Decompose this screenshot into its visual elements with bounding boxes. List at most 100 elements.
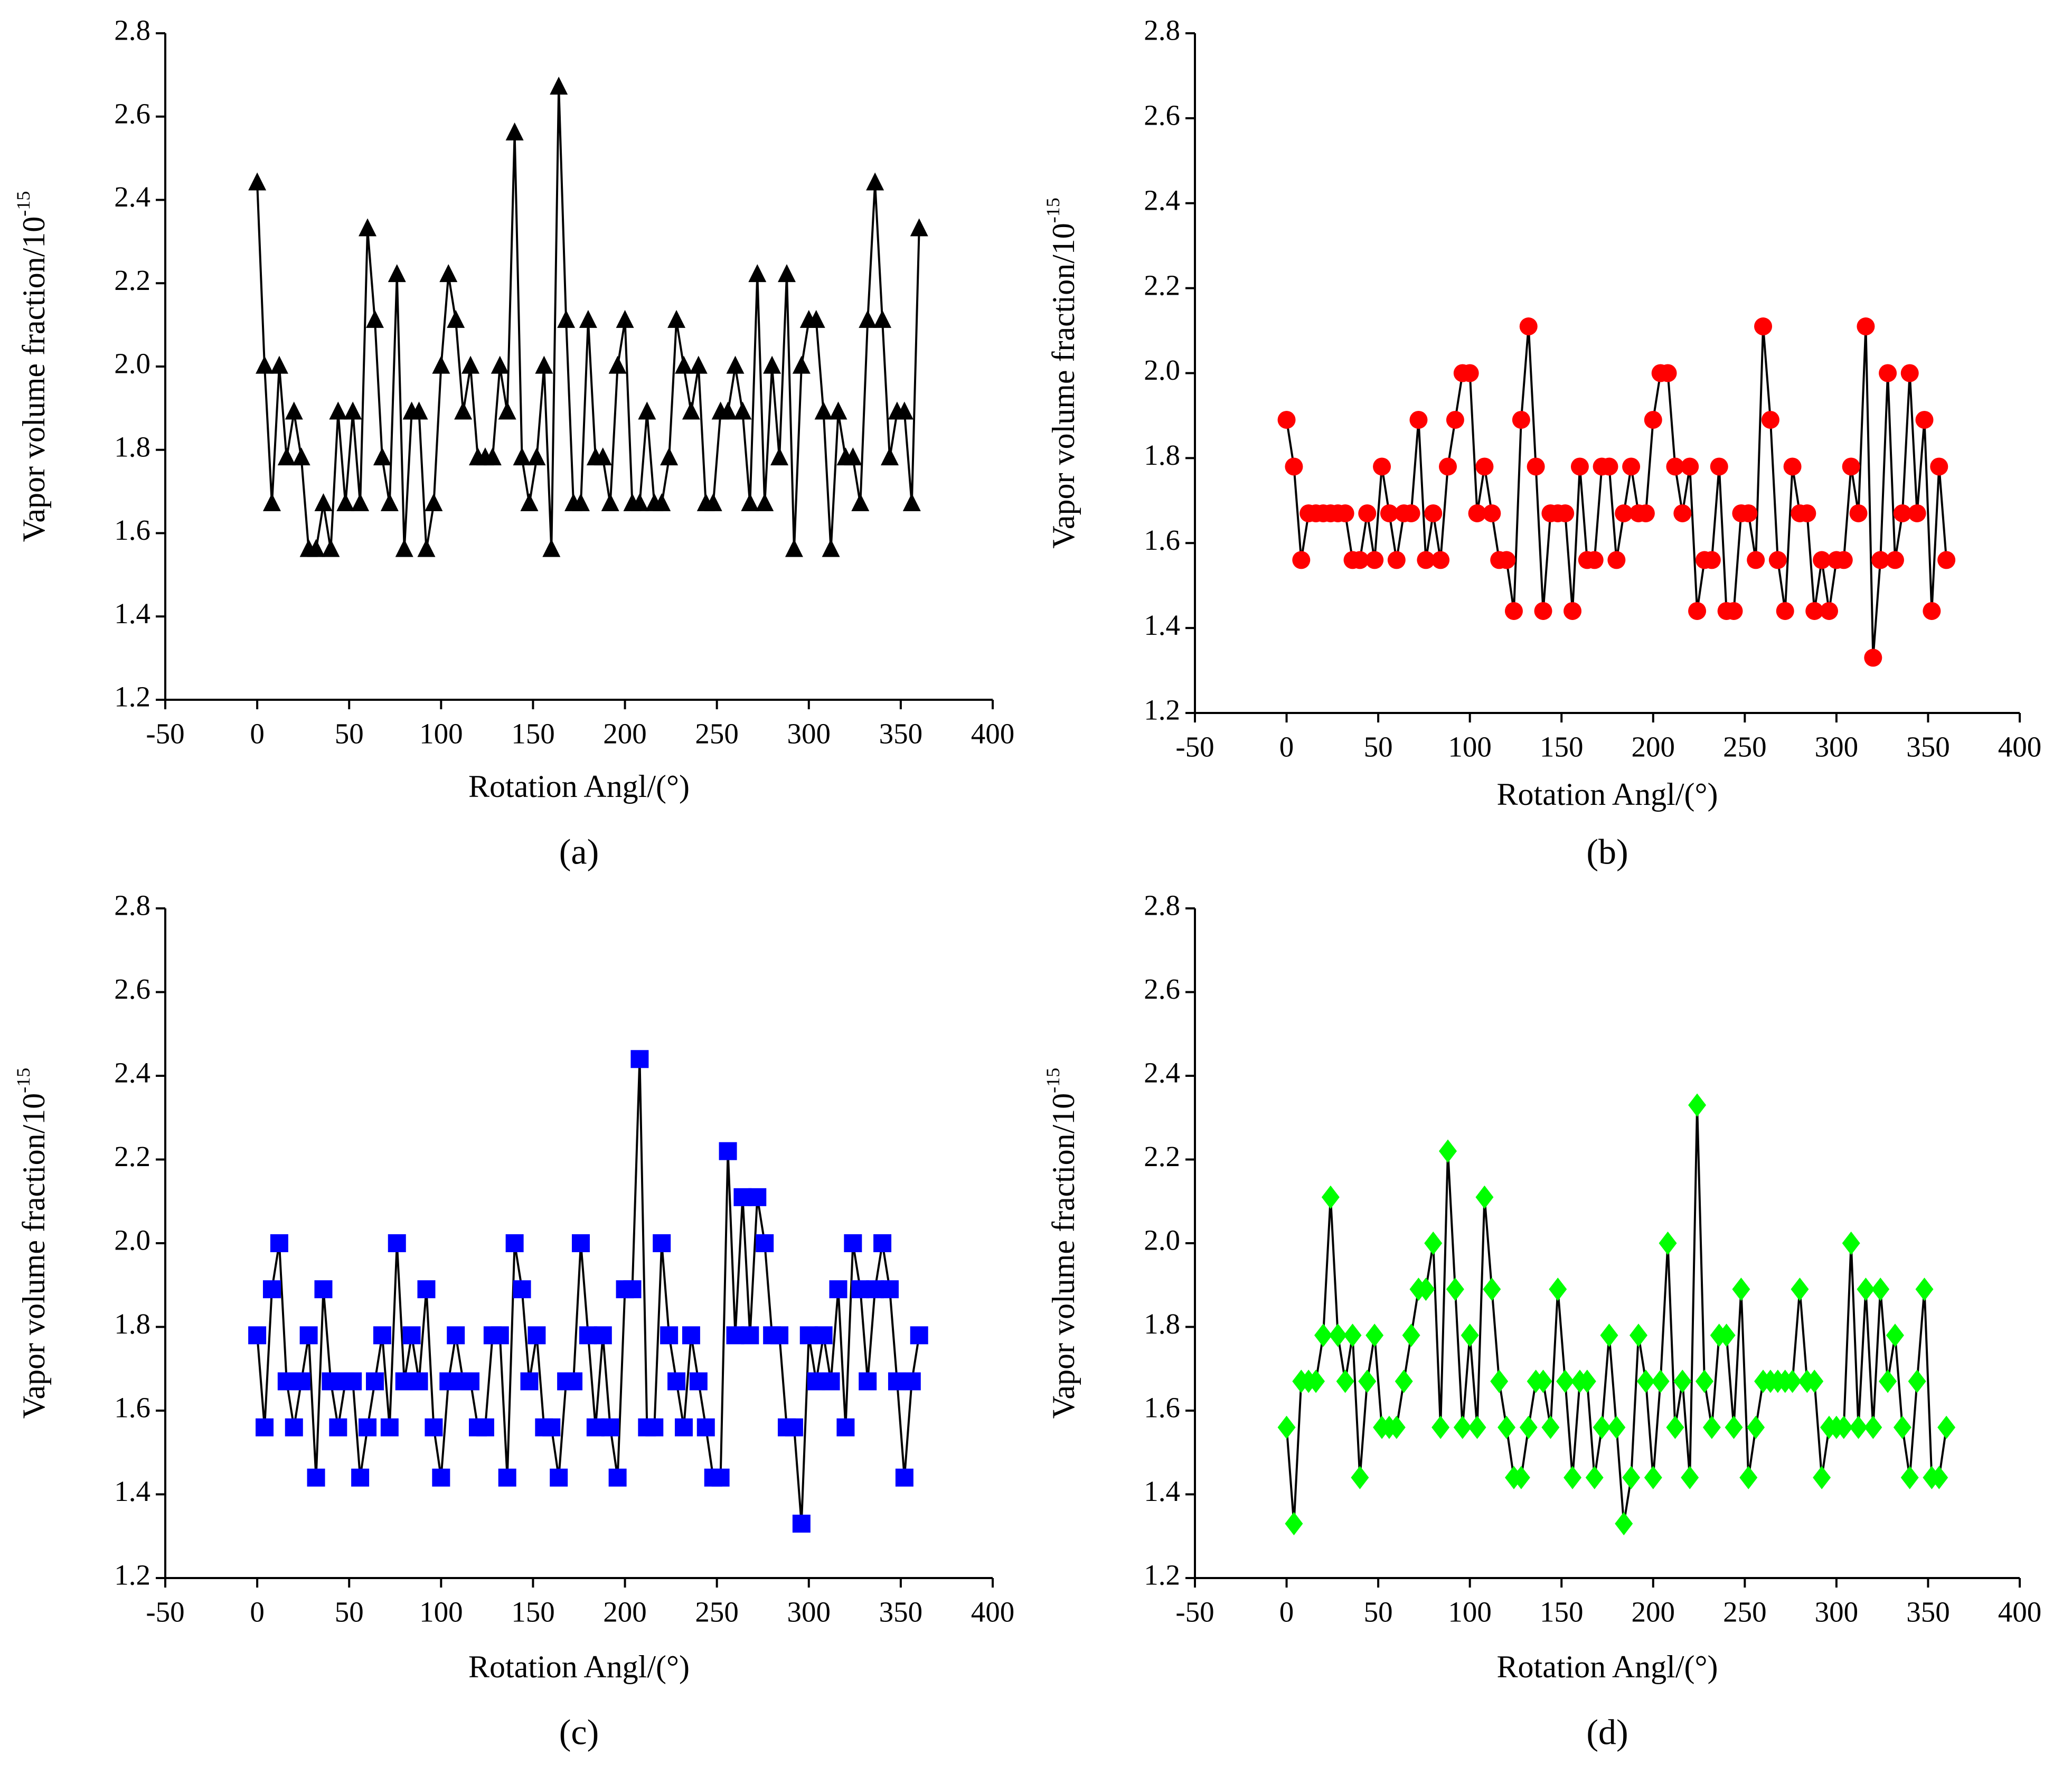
marker — [270, 1234, 288, 1252]
x-tick-label: -50 — [1175, 1596, 1214, 1628]
marker — [770, 1326, 789, 1345]
marker — [256, 1418, 274, 1437]
marker — [623, 1280, 642, 1299]
marker — [1365, 1323, 1384, 1347]
y-tick-label: 1.8 — [114, 1308, 150, 1340]
marker — [696, 1418, 715, 1437]
marker — [1321, 1185, 1340, 1209]
marker — [630, 1050, 649, 1068]
marker — [1930, 1466, 1948, 1489]
marker — [535, 355, 553, 374]
x-tick-label: 400 — [971, 718, 1015, 750]
marker — [1365, 551, 1384, 569]
marker — [1710, 457, 1728, 476]
marker — [248, 172, 267, 191]
marker — [733, 401, 752, 420]
marker — [1893, 1415, 1911, 1439]
marker — [1702, 551, 1721, 569]
panel: 1.2 1.4 1.6 1.8 2.0 2.2 2.4 2.6 2.8 -50 0 50 100 150 2… — [13, 889, 1014, 1752]
marker — [1446, 1278, 1464, 1301]
x-tick-label: 250 — [695, 718, 739, 750]
marker — [1468, 1415, 1486, 1439]
marker — [1673, 1369, 1692, 1393]
marker — [1937, 1415, 1956, 1439]
marker — [1622, 1466, 1641, 1489]
marker — [851, 493, 870, 511]
marker — [1358, 504, 1377, 522]
marker — [1630, 1323, 1648, 1347]
marker — [417, 539, 436, 557]
marker — [270, 355, 288, 374]
marker — [388, 264, 406, 283]
marker — [1556, 1369, 1575, 1393]
marker — [814, 401, 833, 420]
y-tick-label: 1.4 — [114, 1475, 150, 1507]
marker — [763, 355, 781, 374]
x-axis-label: Rotation Angl/(°) — [1497, 777, 1718, 812]
x-tick-label: 100 — [1448, 731, 1492, 763]
x-tick-label: 150 — [1540, 1596, 1584, 1628]
y-axis-label-text: Vapor volume fraction/10 — [1046, 223, 1081, 549]
marker — [608, 1468, 627, 1487]
y-axis-label: Vapor volume fraction/10-15 — [1042, 1068, 1081, 1419]
marker — [653, 1234, 671, 1252]
marker — [844, 447, 862, 466]
marker — [1395, 1369, 1413, 1393]
marker — [902, 1372, 921, 1391]
marker — [410, 1372, 428, 1391]
marker — [1431, 1415, 1450, 1439]
marker — [292, 447, 310, 466]
marker — [1725, 1415, 1743, 1439]
x-tick-label: 100 — [419, 1596, 463, 1628]
marker — [1490, 1369, 1509, 1393]
y-tick-label: 2.4 — [114, 1057, 150, 1089]
marker — [1498, 551, 1516, 569]
y-axis-label-text: Vapor volume fraction/10 — [16, 1093, 51, 1419]
marker — [277, 447, 296, 466]
x-tick-label: 50 — [335, 718, 364, 750]
marker — [432, 355, 450, 374]
marker — [1725, 602, 1743, 620]
marker — [542, 1418, 561, 1437]
y-tick-label: 1.2 — [1144, 1559, 1180, 1591]
marker — [1681, 457, 1699, 476]
marker — [498, 1468, 516, 1487]
marker — [1527, 457, 1545, 476]
marker — [1768, 551, 1787, 569]
x-tick-label: 250 — [1723, 731, 1767, 763]
marker — [719, 401, 737, 420]
marker — [741, 493, 759, 511]
marker — [1277, 410, 1296, 429]
marker — [1343, 1323, 1362, 1347]
marker — [1519, 317, 1538, 336]
marker — [748, 264, 767, 283]
marker — [1681, 1466, 1699, 1489]
marker — [689, 355, 708, 374]
y-tick-label: 2.0 — [114, 348, 150, 380]
marker — [807, 309, 825, 328]
marker — [292, 1372, 310, 1391]
marker — [1864, 1415, 1882, 1439]
marker — [1930, 457, 1948, 476]
marker — [351, 493, 370, 511]
marker — [542, 539, 561, 557]
marker — [822, 539, 840, 557]
marker — [447, 309, 465, 328]
marker — [380, 1418, 399, 1437]
marker — [454, 401, 473, 420]
marker — [630, 493, 649, 511]
marker — [1849, 1415, 1868, 1439]
x-tick-label: 300 — [787, 1596, 831, 1628]
marker — [814, 1326, 833, 1345]
marker — [285, 401, 303, 420]
marker — [491, 355, 509, 374]
y-tick-label: 1.6 — [114, 1392, 150, 1424]
marker — [792, 1514, 811, 1533]
marker — [307, 1468, 325, 1487]
y-tick-label: 2.6 — [114, 97, 150, 129]
x-tick-label: 50 — [1364, 1596, 1393, 1628]
marker — [1307, 1369, 1325, 1393]
marker — [1409, 410, 1428, 429]
y-tick-label: 2.8 — [114, 889, 150, 922]
marker — [1900, 1466, 1919, 1489]
